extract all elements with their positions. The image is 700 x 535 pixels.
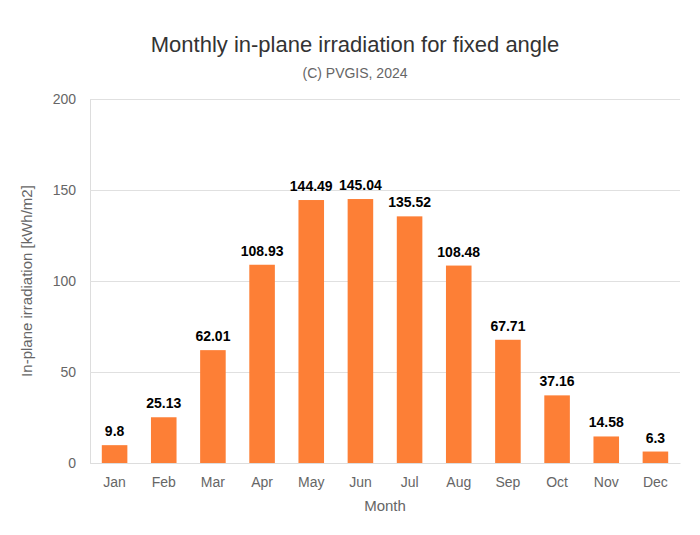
y-tick-label: 200 <box>53 91 77 107</box>
x-tick: Jul <box>401 474 419 490</box>
x-tick-label: Sep <box>495 474 520 490</box>
x-tick: Jan <box>103 474 126 490</box>
x-tick: May <box>298 474 324 490</box>
bar <box>495 340 521 463</box>
x-tick: Feb <box>152 474 176 490</box>
grid-line <box>90 372 680 373</box>
bar <box>102 445 128 463</box>
x-tick-label: May <box>298 474 324 490</box>
x-tick: Jun <box>349 474 372 490</box>
data-label: 108.48 <box>437 244 480 260</box>
x-tick-label: Jun <box>349 474 372 490</box>
data-label: 14.58 <box>589 414 624 430</box>
x-tick-label: Oct <box>546 474 568 490</box>
x-tick: Mar <box>201 474 225 490</box>
bar <box>397 216 423 463</box>
data-labels: 9.8 25.13 62.01 108.93 144.49 145.04 135.52 108… <box>105 177 666 446</box>
bar <box>200 350 226 463</box>
data-label: 37.16 <box>540 373 575 389</box>
x-tick-label: Nov <box>594 474 619 490</box>
bar <box>643 452 669 463</box>
grid-line <box>90 281 680 282</box>
y-tick-label: 0 <box>68 455 76 471</box>
data-label: 145.04 <box>339 177 382 193</box>
grid-line <box>90 190 680 191</box>
x-tick-label: Jan <box>103 474 126 490</box>
x-axis-title: Month <box>364 497 406 514</box>
grid-line <box>90 463 680 464</box>
bar <box>544 395 570 463</box>
data-label: 6.3 <box>646 430 666 446</box>
y-axis-title: In-plane irradiation [kWh/m2] <box>18 185 35 377</box>
x-tick: Apr <box>251 474 273 490</box>
data-label: 9.8 <box>105 423 125 439</box>
data-label: 62.01 <box>195 328 230 344</box>
chart-title: Monthly in-plane irradiation for fixed a… <box>151 32 559 57</box>
x-tick: Nov <box>594 474 619 490</box>
x-axis: Jan Feb Mar Apr May Jun Jul Aug Sep Oct Nov Dec <box>91 464 681 490</box>
y-axis: 0 50 100 150 200 <box>53 91 680 471</box>
x-tick: Oct <box>546 474 568 490</box>
bar <box>446 266 472 463</box>
x-tick-label: Dec <box>643 474 668 490</box>
x-tick-label: Jul <box>401 474 419 490</box>
y-tick: 200 <box>53 91 680 107</box>
y-tick-label: 50 <box>60 364 76 380</box>
data-label: 67.71 <box>490 318 525 334</box>
x-tick-label: Mar <box>201 474 225 490</box>
plot-area: 0 50 100 150 200 Jan Feb Mar Apr May Jun Jul Aug Sep O… <box>53 91 681 490</box>
bar <box>593 436 619 463</box>
x-tick: Aug <box>446 474 471 490</box>
y-tick-label: 150 <box>53 182 77 198</box>
x-tick-label: Feb <box>152 474 176 490</box>
x-axis-line <box>91 463 681 464</box>
y-tick-label: 100 <box>53 273 77 289</box>
bar <box>348 199 374 463</box>
x-tick: Sep <box>495 474 520 490</box>
bar <box>151 417 177 463</box>
x-tick-label: Apr <box>251 474 273 490</box>
data-label: 108.93 <box>241 243 284 259</box>
chart-subtitle: (C) PVGIS, 2024 <box>302 65 407 81</box>
grid-line <box>90 99 680 100</box>
x-tick-label: Aug <box>446 474 471 490</box>
bar <box>249 265 275 463</box>
data-label: 135.52 <box>388 194 431 210</box>
chart-svg: Monthly in-plane irradiation for fixed a… <box>0 0 700 535</box>
data-label: 144.49 <box>290 178 333 194</box>
bar <box>298 200 324 463</box>
bars <box>102 199 668 463</box>
data-label: 25.13 <box>146 395 181 411</box>
x-tick: Dec <box>643 474 668 490</box>
